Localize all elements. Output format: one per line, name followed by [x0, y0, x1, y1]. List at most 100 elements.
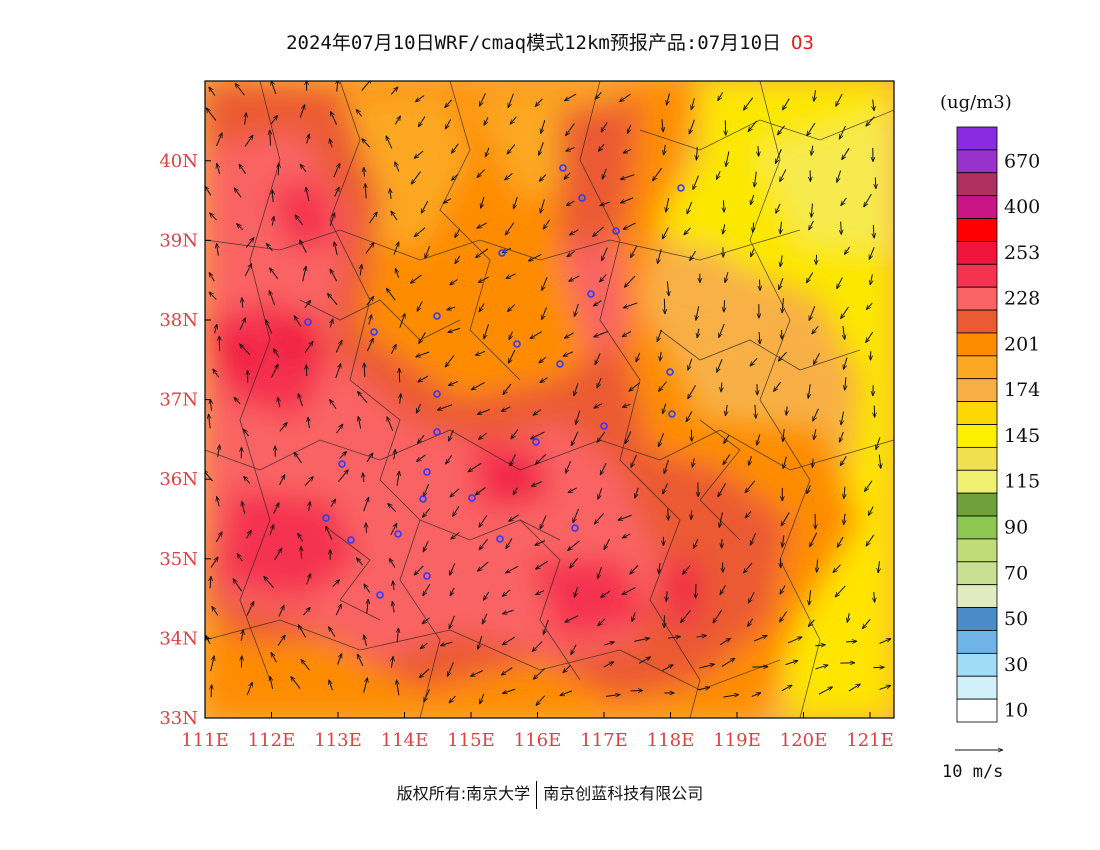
- colorbar-bin: [956, 401, 998, 425]
- wind-arrow: [477, 561, 489, 571]
- wind-arrow: [862, 618, 871, 629]
- wind-arrow: [362, 139, 370, 148]
- wind-arrow: [605, 695, 620, 697]
- wind-arrow: [400, 393, 401, 404]
- wind-arrow: [745, 480, 756, 493]
- wind-arrow: [419, 332, 426, 343]
- wind-arrow: [535, 540, 546, 546]
- colorbar-label: 145: [1004, 425, 1040, 447]
- wind-arrow: [782, 98, 790, 111]
- colorbar-label: 70: [1004, 562, 1028, 584]
- wind-arrow: [391, 211, 398, 221]
- wind-arrow: [870, 274, 872, 285]
- wind-arrow: [216, 243, 218, 256]
- wind-arrow: [448, 380, 459, 387]
- wind-arrow: [366, 523, 367, 533]
- wind-arrow: [837, 536, 844, 547]
- wind-arrow: [272, 190, 273, 203]
- wind-arrow: [750, 357, 758, 366]
- wind-arrow: [846, 641, 857, 642]
- wind-arrow: [502, 247, 512, 253]
- wind-arrow: [598, 143, 605, 151]
- city-marker: [666, 368, 674, 376]
- wind-arrow: [437, 404, 453, 410]
- lat-tick-label: 35N: [159, 549, 198, 570]
- wind-arrow: [699, 664, 714, 669]
- wind-arrow: [841, 411, 844, 426]
- wind-arrow: [533, 668, 545, 680]
- wind-arrow: [535, 590, 545, 596]
- wind-arrow: [692, 175, 699, 190]
- wind-arrow: [506, 538, 513, 549]
- wind-arrow: [816, 254, 817, 265]
- wind-arrow: [635, 352, 641, 362]
- wind-arrow: [449, 587, 455, 596]
- wind-arrow: [807, 122, 816, 136]
- wind-arrow: [841, 306, 849, 319]
- wind-arrow: [657, 248, 662, 264]
- colorbar-bin: [956, 149, 998, 174]
- wind-arrow: [618, 514, 632, 520]
- wind-arrow: [356, 109, 363, 117]
- wind-arrow: [218, 445, 220, 458]
- wind-arrow: [361, 81, 372, 91]
- copyright-right: 南京创蓝科技有限公司: [543, 784, 704, 803]
- wind-arrow: [477, 222, 487, 228]
- lat-tick-label: 40N: [159, 151, 198, 172]
- wind-arrow: [600, 247, 608, 261]
- wind-arrow: [726, 151, 730, 166]
- wind-arrow: [213, 369, 220, 378]
- wind-arrow: [724, 300, 725, 312]
- wind-arrow: [443, 198, 452, 204]
- wind-arrow: [757, 434, 761, 445]
- wind-arrow: [667, 281, 669, 296]
- wind-arrow: [235, 83, 245, 96]
- wind-arrow: [215, 324, 217, 334]
- wind-arrow: [539, 515, 547, 529]
- wind-arrow: [564, 172, 571, 180]
- wind-arrow: [396, 680, 398, 696]
- wind-arrow: [363, 473, 364, 483]
- wind-arrow: [291, 676, 301, 690]
- wind-arrow: [507, 93, 514, 108]
- wind-arrow: [696, 635, 706, 637]
- colorbar-label: 90: [1004, 516, 1028, 538]
- wind-arrow: [423, 583, 431, 596]
- wind-arrow: [471, 381, 485, 390]
- wind-arrow: [295, 215, 303, 226]
- wind-arrow: [301, 546, 302, 559]
- wind-arrow: [356, 558, 364, 566]
- wind-arrow: [754, 171, 756, 188]
- wind-arrow: [327, 293, 338, 306]
- wind-arrow: [806, 485, 811, 494]
- wind-arrow: [748, 120, 758, 132]
- wind-arrow: [513, 197, 518, 209]
- wind-arrow: [530, 431, 545, 439]
- wind-arrow: [868, 246, 875, 260]
- wind-arrow: [446, 662, 454, 676]
- city-marker: [612, 227, 620, 235]
- wind-arrow: [360, 264, 361, 276]
- wind-arrow: [394, 162, 400, 172]
- pollutant-species: O3: [791, 32, 814, 54]
- wind-arrow: [272, 216, 274, 226]
- wind-arrow: [536, 695, 546, 706]
- wind-arrow: [448, 327, 461, 332]
- wind-arrow: [873, 225, 874, 238]
- wind-arrow: [848, 684, 861, 692]
- wind-arrow: [369, 212, 377, 224]
- wind-arrow: [594, 513, 605, 524]
- city-marker: [419, 495, 427, 503]
- wind-arrow: [691, 510, 692, 519]
- wind-arrow: [209, 213, 217, 221]
- wind-arrow: [575, 410, 581, 425]
- wind-arrow: [445, 455, 453, 464]
- city-marker: [370, 328, 378, 336]
- wind-arrow: [721, 382, 722, 392]
- wind-arrow: [394, 116, 400, 125]
- wind-arrow: [365, 242, 375, 254]
- wind-arrow: [389, 558, 396, 568]
- wind-arrow: [507, 349, 516, 363]
- colorbar-bin: [956, 515, 998, 540]
- wind-arrow: [503, 383, 512, 395]
